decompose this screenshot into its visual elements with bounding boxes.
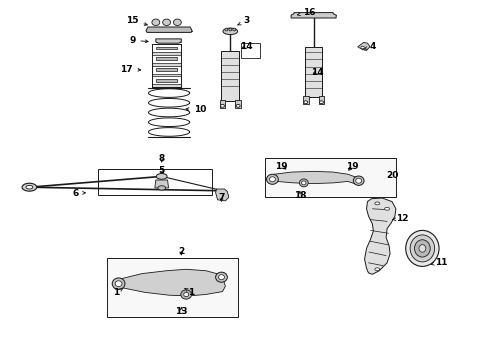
Ellipse shape — [112, 278, 125, 289]
Ellipse shape — [301, 181, 306, 185]
Polygon shape — [365, 198, 396, 274]
Bar — [241, 43, 260, 58]
Ellipse shape — [152, 19, 160, 26]
Text: 10: 10 — [186, 105, 206, 114]
Ellipse shape — [219, 275, 224, 280]
Ellipse shape — [220, 104, 224, 107]
Ellipse shape — [406, 230, 439, 266]
Text: 19: 19 — [346, 162, 359, 171]
Text: 9: 9 — [129, 36, 148, 45]
Polygon shape — [156, 79, 177, 82]
Text: 5: 5 — [159, 166, 165, 175]
Text: 14: 14 — [311, 68, 324, 77]
Ellipse shape — [415, 240, 430, 257]
Bar — [107, 258, 238, 317]
Polygon shape — [156, 68, 177, 71]
Text: 20: 20 — [386, 171, 398, 180]
Polygon shape — [156, 46, 177, 49]
Polygon shape — [235, 100, 241, 108]
Polygon shape — [216, 189, 229, 201]
Text: 4: 4 — [364, 42, 376, 51]
Polygon shape — [358, 42, 370, 50]
Text: 3: 3 — [238, 17, 249, 26]
Ellipse shape — [267, 174, 278, 184]
Polygon shape — [318, 96, 324, 104]
Polygon shape — [156, 57, 177, 60]
Polygon shape — [156, 39, 181, 43]
Text: 12: 12 — [392, 215, 408, 223]
Text: 13: 13 — [175, 307, 188, 316]
Polygon shape — [152, 52, 181, 55]
Polygon shape — [291, 13, 336, 18]
Text: 11: 11 — [431, 258, 447, 266]
Bar — [265, 158, 396, 197]
Polygon shape — [221, 51, 239, 101]
Polygon shape — [220, 100, 225, 108]
Polygon shape — [152, 74, 181, 76]
Bar — [98, 169, 212, 195]
Text: 8: 8 — [159, 154, 165, 163]
Ellipse shape — [270, 177, 275, 182]
Ellipse shape — [181, 290, 192, 299]
Ellipse shape — [385, 207, 390, 210]
Ellipse shape — [225, 28, 228, 31]
Text: 1: 1 — [114, 288, 123, 297]
Ellipse shape — [375, 202, 380, 205]
Ellipse shape — [184, 292, 189, 297]
Polygon shape — [152, 85, 181, 87]
Ellipse shape — [356, 178, 362, 183]
Ellipse shape — [319, 101, 323, 104]
Ellipse shape — [304, 101, 308, 104]
Ellipse shape — [361, 46, 364, 49]
Text: 19: 19 — [275, 162, 288, 171]
Text: 2: 2 — [178, 247, 184, 256]
Ellipse shape — [156, 174, 167, 179]
Polygon shape — [155, 180, 169, 188]
Text: 17: 17 — [120, 65, 141, 74]
Ellipse shape — [115, 281, 122, 287]
Text: 15: 15 — [126, 16, 147, 26]
Ellipse shape — [229, 28, 232, 31]
Ellipse shape — [163, 19, 171, 26]
Ellipse shape — [216, 272, 227, 282]
Ellipse shape — [173, 19, 181, 26]
Ellipse shape — [236, 104, 240, 107]
Polygon shape — [118, 269, 225, 296]
Text: 7: 7 — [218, 193, 225, 202]
Text: 16: 16 — [297, 8, 316, 17]
Text: 6: 6 — [73, 189, 85, 198]
Ellipse shape — [158, 186, 166, 190]
Polygon shape — [303, 96, 309, 104]
Polygon shape — [152, 63, 181, 66]
Ellipse shape — [223, 28, 238, 35]
Ellipse shape — [410, 235, 435, 262]
Ellipse shape — [375, 268, 380, 271]
Polygon shape — [146, 27, 192, 32]
Polygon shape — [305, 47, 322, 97]
Ellipse shape — [233, 28, 236, 31]
Ellipse shape — [26, 185, 33, 189]
Ellipse shape — [353, 176, 364, 185]
Ellipse shape — [419, 245, 426, 252]
Text: 1: 1 — [185, 288, 194, 297]
Text: 14: 14 — [240, 42, 253, 51]
Polygon shape — [270, 171, 360, 184]
Ellipse shape — [299, 179, 308, 187]
Text: 18: 18 — [294, 191, 306, 199]
Ellipse shape — [22, 183, 37, 191]
